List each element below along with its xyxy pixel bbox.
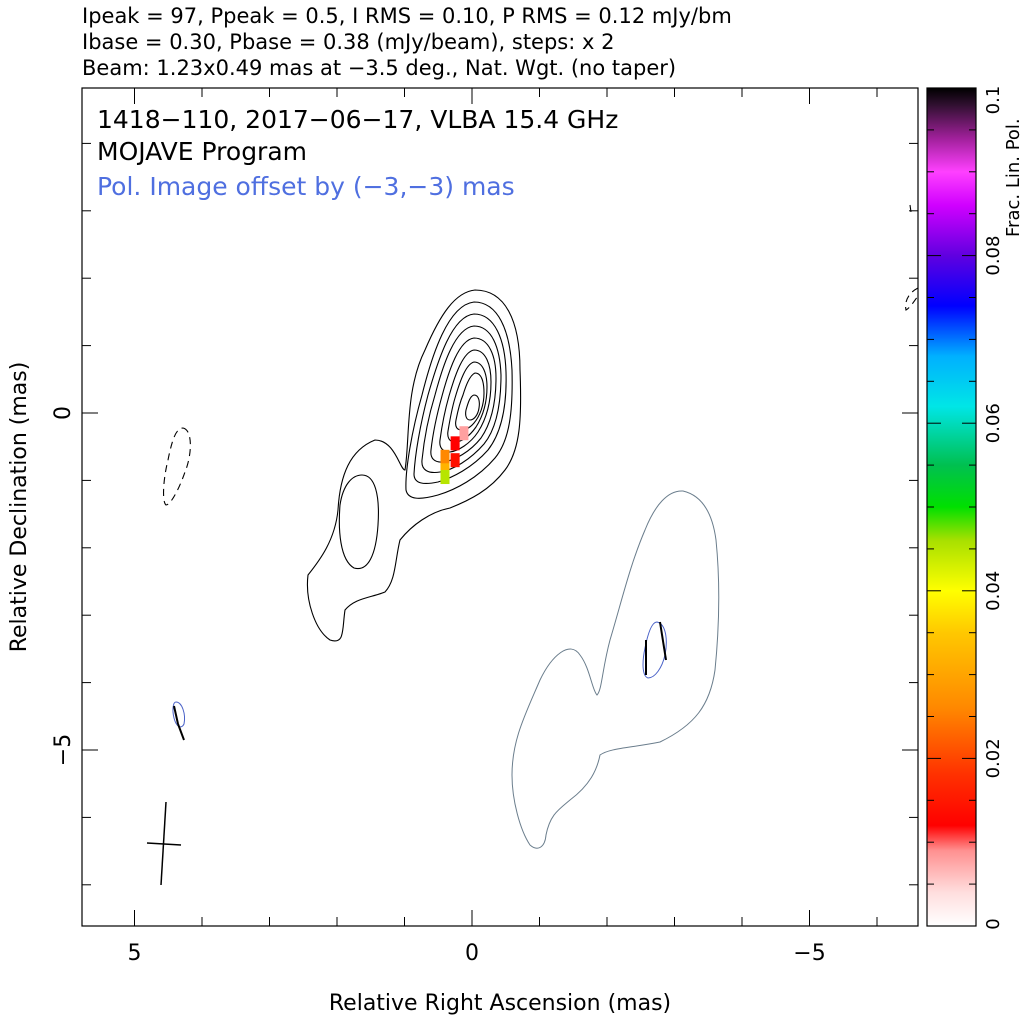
x-tick-label: 5 bbox=[128, 941, 142, 966]
evpa-vector bbox=[173, 705, 179, 725]
plot-title-line-1: 1418−110, 2017−06−17, VLBA 15.4 GHz bbox=[97, 105, 618, 134]
axis-ticks: 5 0 −5 0 −5 bbox=[51, 88, 918, 966]
beam-minor-axis bbox=[146, 842, 182, 846]
y-tick-label: 0 bbox=[51, 406, 76, 420]
frac-pol-pixel bbox=[450, 436, 460, 451]
y-axis-label: Relative Declination (mas) bbox=[7, 362, 32, 653]
header-line-2: Ibase = 0.30, Pbase = 0.38 (mJy/beam), s… bbox=[82, 30, 614, 54]
stokes-i-contour-outer bbox=[306, 289, 522, 642]
stokes-i-contour-6 bbox=[439, 349, 492, 453]
plot-frame bbox=[81, 87, 919, 927]
frac-pol-pixel bbox=[459, 426, 469, 441]
colorbar-label: Frac. Lin. Pol. bbox=[1003, 118, 1024, 237]
frac-pol-pixel bbox=[450, 453, 460, 468]
stokes-i-contours bbox=[306, 289, 522, 642]
plot-title-line-3: Pol. Image offset by (−3,−3) mas bbox=[97, 172, 515, 201]
x-axis-label: Relative Right Ascension (mas) bbox=[329, 991, 671, 1016]
frac-pol-pixel bbox=[440, 449, 450, 464]
colorbar-tick-label: 0.1 bbox=[983, 86, 1004, 115]
negative-contour-right-edge bbox=[905, 287, 919, 311]
pol-contour-outer bbox=[511, 490, 720, 849]
colorbar-tick-label: 0.04 bbox=[983, 571, 1004, 611]
y-tick-label: −5 bbox=[51, 734, 76, 766]
stokes-i-contour-3 bbox=[413, 313, 507, 484]
stokes-i-contour-4 bbox=[421, 325, 502, 474]
beam-marker bbox=[146, 801, 182, 886]
colorbar-ticks: 0 0.02 0.04 0.06 0.08 0.1 bbox=[927, 86, 1004, 930]
plot-title-line-2: MOJAVE Program bbox=[97, 137, 307, 166]
stokes-i-contour-peak bbox=[465, 394, 480, 421]
colorbar-tick-label: 0.02 bbox=[983, 738, 1004, 778]
negative-contours bbox=[163, 204, 919, 506]
colorbar-tick-label: 0.06 bbox=[983, 403, 1004, 443]
frac-pol-pixel bbox=[440, 470, 450, 485]
header-line-1: Ipeak = 97, Ppeak = 0.5, I RMS = 0.10, P… bbox=[82, 4, 732, 28]
evpa-vector bbox=[177, 723, 185, 741]
stokes-i-contour-inner-hole bbox=[338, 474, 379, 570]
colorbar-tick-label: 0 bbox=[983, 918, 1004, 929]
stokes-i-contour-2 bbox=[405, 301, 513, 499]
pol-contour-inner-right bbox=[642, 621, 667, 679]
evpa-vectors bbox=[173, 621, 667, 741]
frac-pol-pixels bbox=[440, 426, 469, 485]
negative-contour-left bbox=[163, 427, 191, 506]
header-line-3: Beam: 1.23x0.49 mas at −3.5 deg., Nat. W… bbox=[82, 56, 676, 80]
x-tick-label: 0 bbox=[465, 941, 479, 966]
colorbar bbox=[926, 87, 977, 927]
x-tick-label: −5 bbox=[793, 941, 825, 966]
colorbar-tick-label: 0.08 bbox=[983, 236, 1004, 276]
negative-contour-right-tick bbox=[909, 204, 912, 213]
evpa-vector bbox=[659, 621, 667, 661]
